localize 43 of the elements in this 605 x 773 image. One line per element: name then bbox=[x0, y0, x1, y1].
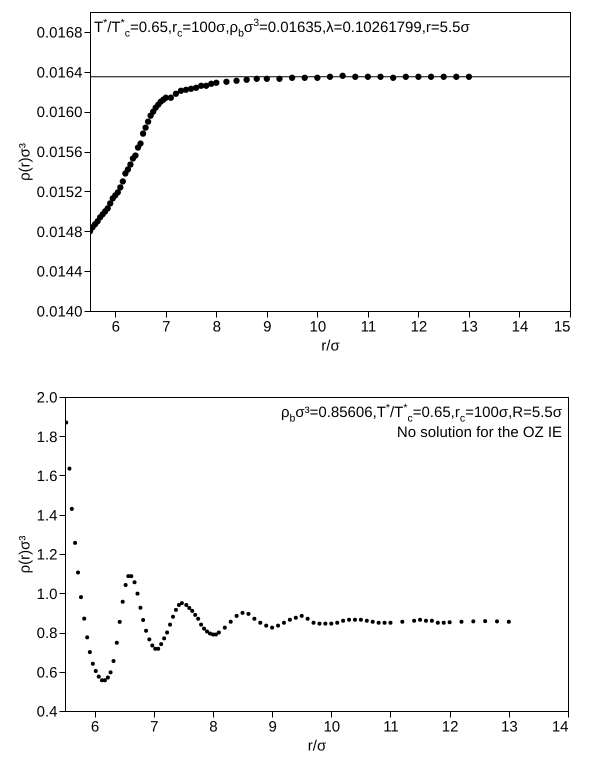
x-tick-label: 9 bbox=[263, 318, 272, 336]
y-axis-title: ρ(r)σ³ bbox=[16, 143, 34, 181]
x-tick-label: 6 bbox=[90, 718, 100, 736]
x-tick-label: 10 bbox=[323, 718, 340, 736]
x-tick-label: 13 bbox=[461, 318, 478, 336]
y-tick-label: 1.8 bbox=[36, 428, 58, 446]
y-tick-label: 1.6 bbox=[36, 468, 58, 485]
y-axis-title: ρ(r)σ³ bbox=[16, 536, 34, 574]
x-tick-label: 9 bbox=[268, 718, 277, 736]
x-tick-label: 14 bbox=[512, 318, 528, 336]
x-tick-label: 12 bbox=[442, 718, 458, 736]
x-tick-label: 8 bbox=[212, 318, 221, 336]
x-axis-title: r/σ bbox=[308, 738, 327, 754]
y-tick-label: 1.0 bbox=[36, 586, 58, 603]
y-tick-label: 0.4 bbox=[36, 704, 58, 720]
text: ρ$_{b}$σ³=0.85606,T$^{*}$/T$^{*}$$_{c}$=0.65,r$_{c}$=100σ,R=5.5σ bbox=[280, 402, 562, 424]
y-tick-label: 1.4 bbox=[36, 507, 58, 524]
x-tick-label: 11 bbox=[360, 318, 376, 336]
x-tick-label: 7 bbox=[162, 318, 170, 336]
x-tick-label: 6 bbox=[112, 318, 120, 336]
y-tick-label: 0.8 bbox=[36, 625, 58, 642]
x-tick-label: 13 bbox=[500, 718, 518, 736]
y-tick-label: 0.0156 bbox=[36, 144, 82, 162]
x-tick-label: 15 bbox=[554, 318, 570, 336]
y-tick-label: 1.2 bbox=[36, 546, 58, 564]
x-tick-label: 12 bbox=[410, 318, 428, 336]
y-tick-label: 2.0 bbox=[36, 390, 58, 406]
x-tick-label: 11 bbox=[383, 718, 399, 736]
x-tick-label: 14 bbox=[552, 718, 568, 736]
y-tick-label: 0.0168 bbox=[36, 24, 82, 42]
y-tick-label: 0.0140 bbox=[36, 304, 82, 320]
x-tick-label: 10 bbox=[310, 318, 326, 336]
text: T$^{*}$/T$^{*}$$_{c}$=0.65,r$_{c}$=100σ,ρ$_{b}$σ$^{3}$=0.01635,λ=0.10261799,r=5.5σ bbox=[94, 17, 470, 40]
x-axis-title: r/σ bbox=[321, 338, 340, 354]
y-tick-label: 0.0160 bbox=[36, 104, 82, 122]
y-tick-label: 0.0164 bbox=[36, 64, 82, 82]
x-tick-label: 8 bbox=[209, 718, 218, 736]
annotation: No solution for the OZ IE bbox=[396, 424, 562, 441]
y-tick-label: 0.6 bbox=[36, 664, 58, 682]
y-tick-label: 0.0148 bbox=[36, 224, 82, 241]
y-tick-label: 0.0152 bbox=[36, 184, 82, 201]
y-tick-label: 0.0144 bbox=[36, 264, 82, 281]
x-tick-label: 7 bbox=[150, 718, 158, 736]
